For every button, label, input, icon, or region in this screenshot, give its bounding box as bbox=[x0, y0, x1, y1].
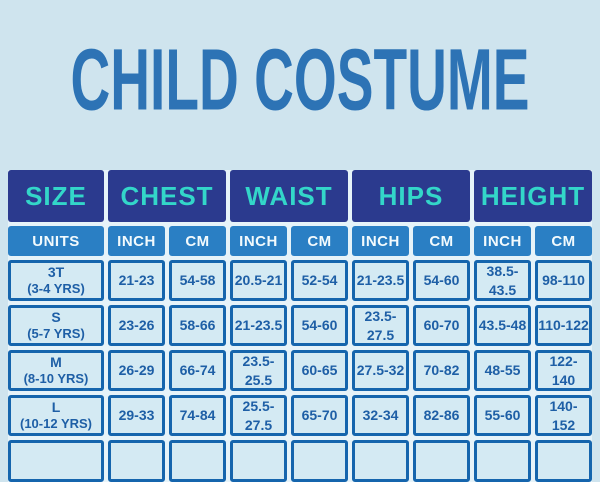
cell-hips-cm: 82-86 bbox=[413, 395, 470, 436]
cell-chest-inch: 23-26 bbox=[108, 305, 165, 346]
partial-row-cell bbox=[230, 440, 287, 482]
cell-waist-cm: 52-54 bbox=[291, 260, 348, 301]
cell-height-inch: 48-55 bbox=[474, 350, 531, 391]
age-label: (3-4 YRS) bbox=[27, 281, 85, 297]
column-header-hips: HIPS bbox=[352, 170, 470, 222]
cell-waist-cm: 54-60 bbox=[291, 305, 348, 346]
age-label: (10-12 YRS) bbox=[19, 416, 92, 432]
cell-height-inch: 43.5-48 bbox=[474, 305, 531, 346]
size-cell: 3T (3-4 YRS) bbox=[8, 260, 104, 301]
cell-height-cm: 98-110 bbox=[535, 260, 592, 301]
cell-waist-cm: 65-70 bbox=[291, 395, 348, 436]
cell-hips-inch: 27.5-32 bbox=[352, 350, 409, 391]
size-label: M bbox=[50, 353, 62, 370]
cell-hips-cm: 60-70 bbox=[413, 305, 470, 346]
cell-height-cm: 140-152 bbox=[535, 395, 592, 436]
unit-height-inch: INCH bbox=[474, 226, 531, 256]
cell-height-cm: 110-122 bbox=[535, 305, 592, 346]
page-title: CHILD COSTUME bbox=[70, 31, 530, 129]
partial-row-cell bbox=[413, 440, 470, 482]
cell-hips-inch: 21-23.5 bbox=[352, 260, 409, 301]
column-header-height: HEIGHT bbox=[474, 170, 592, 222]
unit-hips-inch: INCH bbox=[352, 226, 409, 256]
cell-chest-cm: 66-74 bbox=[169, 350, 226, 391]
unit-waist-inch: INCH bbox=[230, 226, 287, 256]
size-chart-table: SIZE CHEST WAIST HIPS HEIGHT UNITS INCH … bbox=[8, 170, 592, 482]
partial-row-cell bbox=[352, 440, 409, 482]
cell-chest-cm: 58-66 bbox=[169, 305, 226, 346]
cell-waist-inch: 20.5-21 bbox=[230, 260, 287, 301]
units-label: UNITS bbox=[8, 226, 104, 256]
partial-row-cell bbox=[291, 440, 348, 482]
column-header-size: SIZE bbox=[8, 170, 104, 222]
size-label: S bbox=[51, 308, 61, 325]
cell-height-cm: 122-140 bbox=[535, 350, 592, 391]
cell-chest-cm: 54-58 bbox=[169, 260, 226, 301]
partial-row-cell bbox=[8, 440, 104, 482]
unit-height-cm: CM bbox=[535, 226, 592, 256]
cell-chest-inch: 26-29 bbox=[108, 350, 165, 391]
size-cell: L (10-12 YRS) bbox=[8, 395, 104, 436]
cell-height-inch: 38.5-43.5 bbox=[474, 260, 531, 301]
cell-waist-inch: 23.5-25.5 bbox=[230, 350, 287, 391]
cell-hips-inch: 32-34 bbox=[352, 395, 409, 436]
cell-hips-inch: 23.5-27.5 bbox=[352, 305, 409, 346]
cell-chest-inch: 29-33 bbox=[108, 395, 165, 436]
unit-waist-cm: CM bbox=[291, 226, 348, 256]
size-label: L bbox=[51, 398, 61, 415]
cell-waist-inch: 25.5-27.5 bbox=[230, 395, 287, 436]
partial-row-cell bbox=[169, 440, 226, 482]
cell-waist-inch: 21-23.5 bbox=[230, 305, 287, 346]
age-label: (5-7 YRS) bbox=[27, 326, 85, 342]
partial-row-cell bbox=[474, 440, 531, 482]
size-label: 3T bbox=[47, 263, 65, 280]
size-cell: S (5-7 YRS) bbox=[8, 305, 104, 346]
cell-hips-cm: 54-60 bbox=[413, 260, 470, 301]
cell-waist-cm: 60-65 bbox=[291, 350, 348, 391]
cell-chest-cm: 74-84 bbox=[169, 395, 226, 436]
column-header-waist: WAIST bbox=[230, 170, 348, 222]
partial-row-cell bbox=[535, 440, 592, 482]
column-header-chest: CHEST bbox=[108, 170, 226, 222]
cell-chest-inch: 21-23 bbox=[108, 260, 165, 301]
cell-height-inch: 55-60 bbox=[474, 395, 531, 436]
cell-hips-cm: 70-82 bbox=[413, 350, 470, 391]
unit-hips-cm: CM bbox=[413, 226, 470, 256]
unit-chest-cm: CM bbox=[169, 226, 226, 256]
unit-chest-inch: INCH bbox=[108, 226, 165, 256]
size-cell: M (8-10 YRS) bbox=[8, 350, 104, 391]
partial-row-cell bbox=[108, 440, 165, 482]
age-label: (8-10 YRS) bbox=[23, 371, 89, 387]
